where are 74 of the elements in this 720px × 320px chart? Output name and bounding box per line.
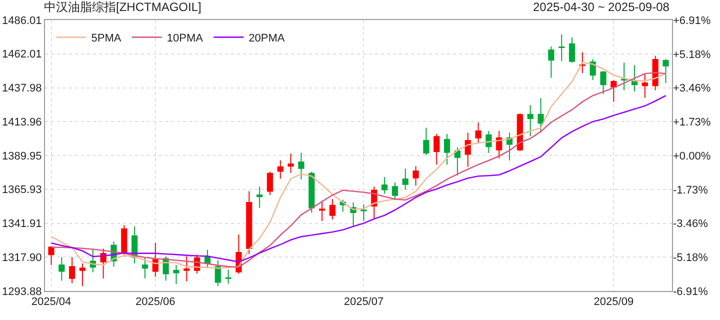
candlestick [590,58,596,80]
y2-tick-label: -6.91% [673,286,708,298]
candlestick [308,171,315,214]
legend-label: 20PMA [248,32,286,44]
y-tick-label: 1486.01 [2,14,42,27]
x-tick-label: 2025/06 [136,296,176,308]
candlestick [256,186,263,208]
candlestick [538,98,544,134]
candlestick [444,133,450,166]
candlestick [79,262,86,287]
candlestick [621,62,628,91]
candlestick [579,52,586,74]
y2-tick-label: +0.00% [673,150,711,162]
chart-subtitle: 2025-04-30 ~ 2025-09-08 [533,0,670,14]
candlestick [434,133,440,166]
candlestick [69,256,76,284]
y-tick-label: 1462.01 [2,48,42,61]
candlestick [288,153,294,174]
candlestick [298,152,304,180]
x-tick-label: 2025/07 [344,296,384,308]
y2-tick-label: -5.18% [673,252,708,264]
candlestick [381,176,388,194]
y2-tick-label: +3.46% [673,82,711,94]
y-tick-label: 1437.98 [2,82,42,95]
x-tick-label: 2025/09 [594,296,634,308]
legend-label: 5PMA [91,32,122,44]
candlestick [121,224,128,256]
candlestick [100,248,106,279]
candlestick [277,160,284,180]
y-tick-label: 1341.91 [2,218,42,230]
y2-tick-label: +6.91% [673,14,711,27]
candlestick [423,127,430,156]
candlestick [527,104,534,137]
candlestick [173,264,180,285]
candlestick [142,256,148,279]
candlestick [360,204,367,222]
y2-tick-label: +5.18% [673,48,711,61]
candlestick [58,256,65,282]
candlestick [600,70,606,95]
candlestick [610,79,617,102]
candlestick [496,130,502,159]
candlestick [464,132,471,168]
candlestick [642,74,648,98]
y-tick-label: 1317.90 [2,252,42,264]
candlestick [329,198,336,220]
candlestick [318,200,326,222]
candlestick [454,146,460,176]
candlestick [392,182,398,200]
y-tick-label: 1365.93 [2,184,42,196]
candlestick [412,166,419,186]
legend-label: 10PMA [166,32,204,44]
candlestick [225,269,232,284]
candlestick [568,37,576,64]
candlestick [184,256,190,282]
y-tick-label: 1293.88 [2,286,42,298]
candlestick [48,246,54,266]
y-tick-label: 1413.96 [2,116,42,128]
y2-tick-label: -3.46% [673,218,708,230]
candlestick [152,242,158,278]
y2-tick-label: +1.73% [673,116,711,128]
candlestick [214,260,221,287]
candlestick [662,58,669,84]
y-tick-label: 1389.95 [2,150,42,162]
candlestick [558,34,565,62]
candlestick [516,112,523,152]
chart-title: 中汉油脂综指[ZHCTMAGOIL] [44,0,202,14]
candlestick [402,168,408,190]
candlestick [266,171,274,196]
candlestick [548,46,554,78]
candlestick [475,122,482,144]
candlestick [631,64,638,92]
candlestick [246,190,252,255]
x-tick-label: 2025/04 [31,296,72,308]
y2-tick-label: -1.73% [673,184,708,196]
